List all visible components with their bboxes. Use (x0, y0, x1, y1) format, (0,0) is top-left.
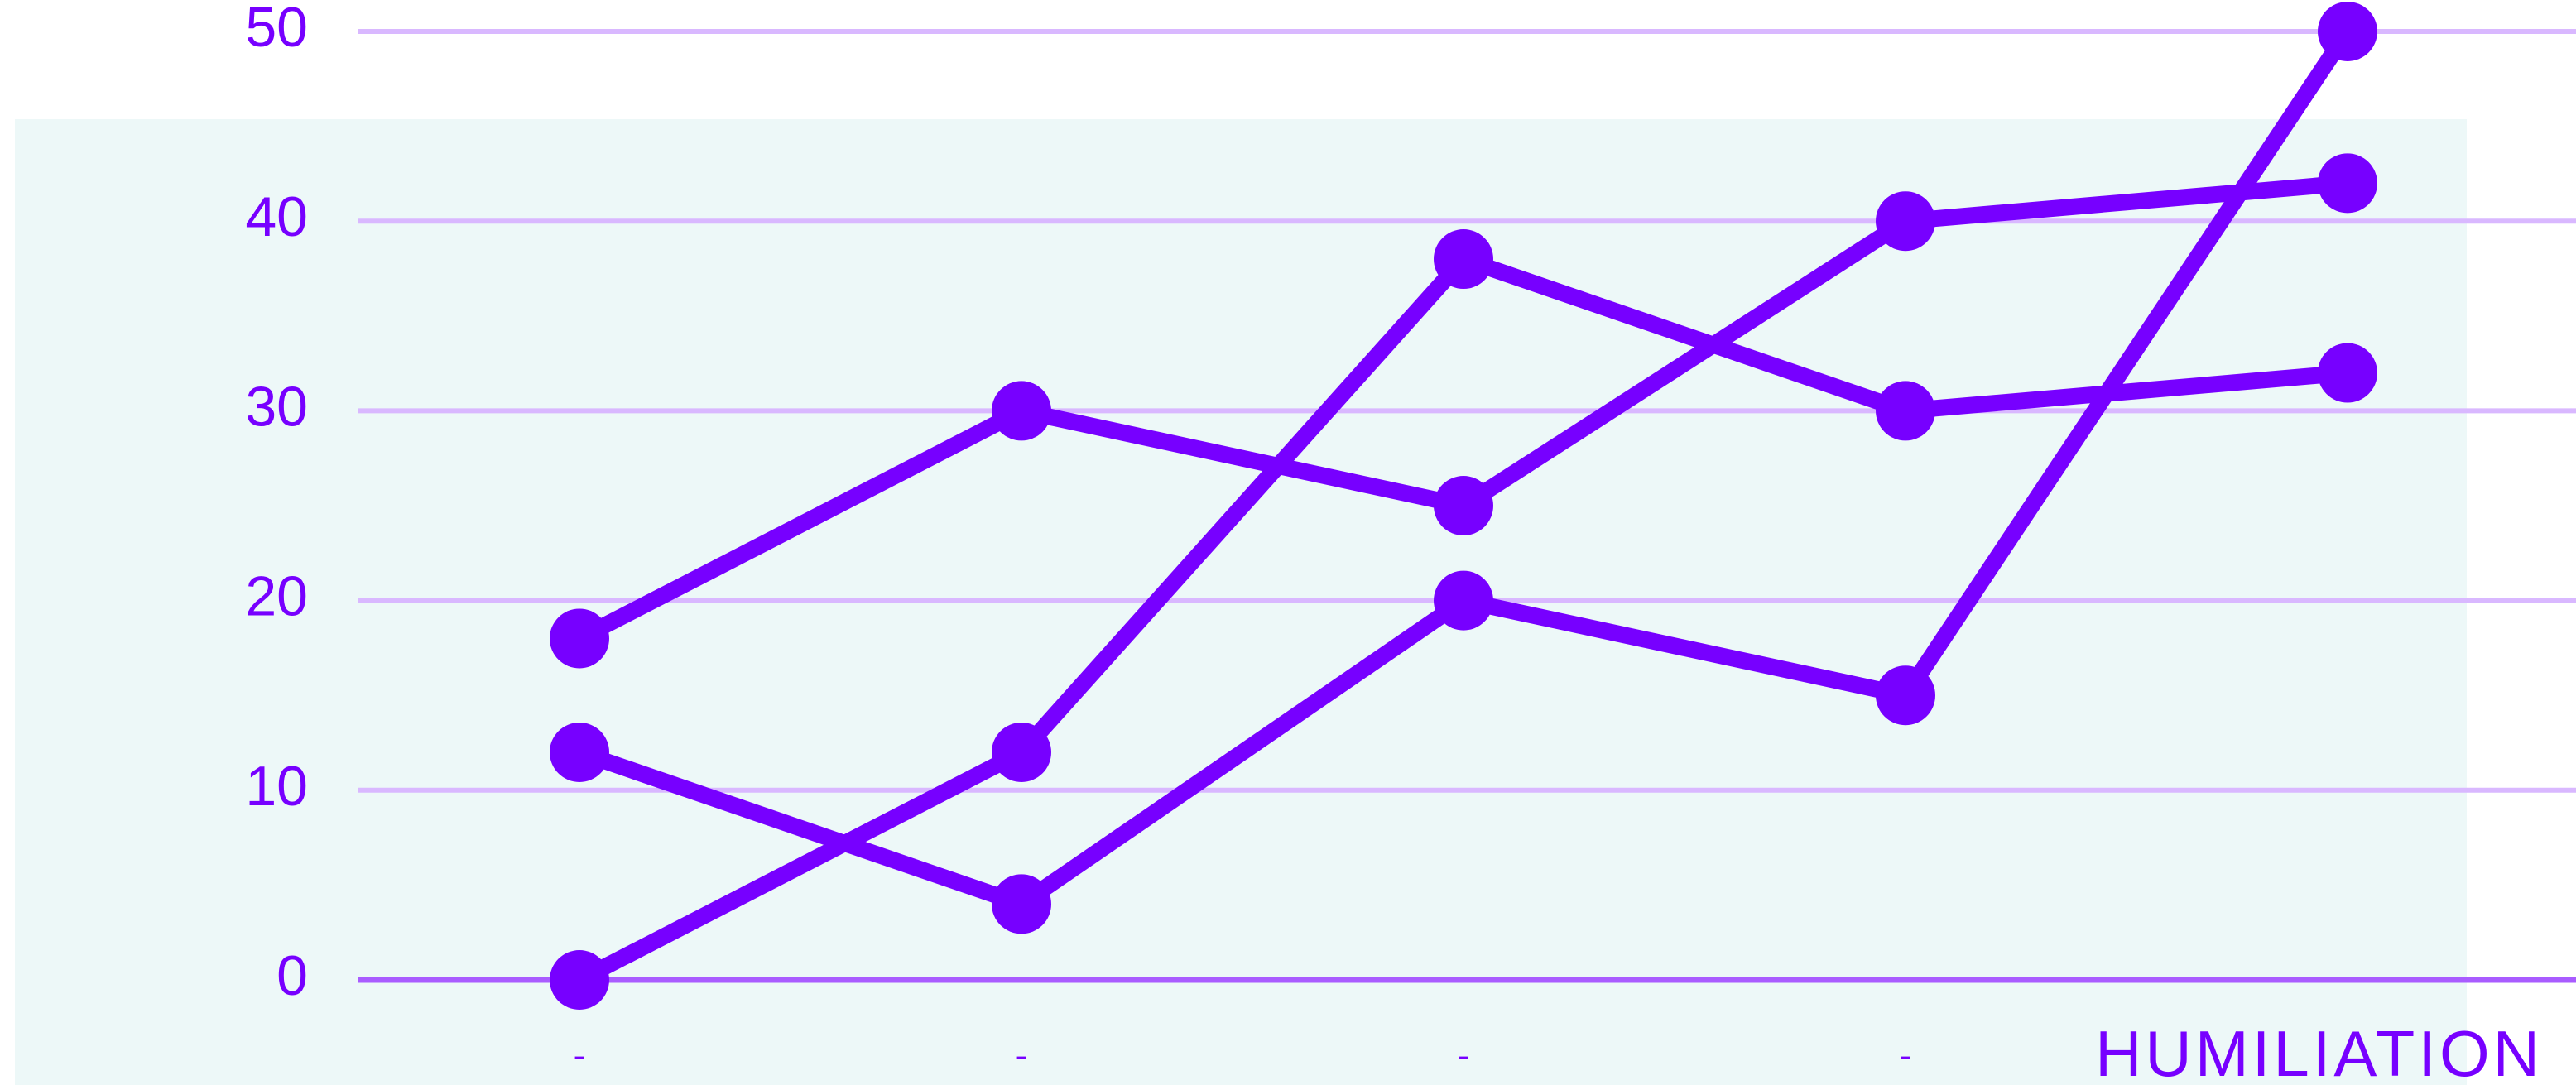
x-tick-label: - (1458, 1035, 1470, 1076)
data-point (1434, 570, 1493, 631)
x-tick-label: - (1016, 1035, 1028, 1076)
y-tick-label: 10 (245, 755, 308, 818)
data-point (2318, 153, 2377, 214)
data-point (550, 608, 609, 669)
data-point (992, 722, 1051, 782)
y-tick-label: 40 (245, 185, 308, 248)
data-point (2318, 2, 2377, 61)
data-point (992, 874, 1051, 934)
data-point (1876, 665, 1935, 726)
x-tick-label: - (1900, 1035, 1912, 1076)
data-point (1434, 476, 1493, 535)
x-tick-label: - (574, 1035, 586, 1076)
series-group (550, 2, 2377, 1010)
data-point (1876, 381, 1935, 441)
y-axis-ticks: 0 10 20 30 40 50 (245, 0, 308, 1007)
y-tick-label: 0 (276, 944, 308, 1007)
data-point (992, 381, 1051, 441)
data-point (1434, 229, 1493, 290)
x-axis-ticks: ---- (574, 1035, 1912, 1076)
x-axis-label: HUMILIATION (2095, 1017, 2543, 1085)
data-point (2318, 343, 2377, 403)
data-point (550, 950, 609, 1010)
data-point (550, 722, 609, 782)
y-tick-label: 50 (245, 0, 308, 59)
data-point (1876, 191, 1935, 252)
y-tick-label: 20 (245, 565, 308, 628)
y-tick-label: 30 (245, 375, 308, 438)
